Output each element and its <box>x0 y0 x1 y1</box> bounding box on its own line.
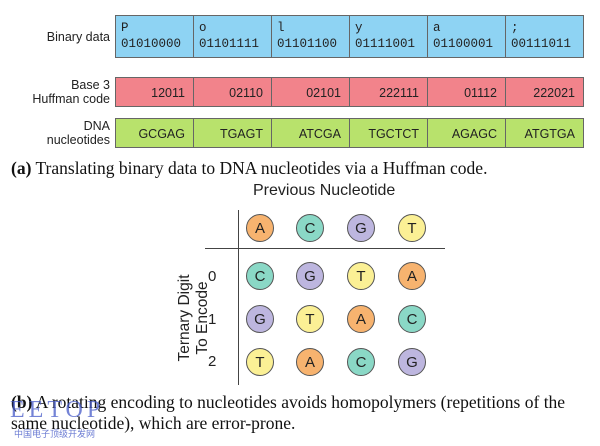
header-nucleotide: G <box>347 214 375 242</box>
header-nucleotide: T <box>398 214 426 242</box>
binary-char: l <box>277 21 285 35</box>
dna-cell: AGAGC <box>428 119 506 147</box>
dna-nucleotides-strip: GCGAG TGAGT ATCGA TGCTCT AGAGC ATGTGA <box>115 118 584 148</box>
binary-cell: y 01111001 <box>350 16 428 57</box>
binary-data-label: Binary data <box>46 30 110 44</box>
table-divider-vertical <box>238 210 239 385</box>
encoded-nucleotide: C <box>347 348 375 376</box>
ternary-digit-title: Ternary Digit To Encode <box>176 238 212 398</box>
caption-b: (b) A rotating encoding to nucleotides a… <box>11 392 596 434</box>
digit-label: 0 <box>208 268 217 285</box>
binary-data-strip: P 01010000 o 01101111 l 01101100 y 01111001 … <box>115 15 584 58</box>
caption-a-text: Translating binary data to DNA nucleotid… <box>31 158 488 178</box>
binary-char: y <box>355 21 363 35</box>
encoded-nucleotide: T <box>347 262 375 290</box>
binary-bits: 01010000 <box>121 37 182 51</box>
huffman-label-line1: Base 3 <box>71 78 110 92</box>
binary-bits: 01101100 <box>277 37 338 51</box>
binary-bits: 01111001 <box>355 37 416 51</box>
encoded-nucleotide: G <box>296 262 324 290</box>
encoded-nucleotide: T <box>296 305 324 333</box>
binary-bits: 01100001 <box>433 37 494 51</box>
dna-cell: TGCTCT <box>350 119 428 147</box>
binary-char: ; <box>511 21 519 35</box>
caption-a: (a) Translating binary data to DNA nucle… <box>11 158 487 179</box>
caption-b-text: A rotating encoding to nucleotides avoid… <box>11 392 566 433</box>
ternary-title-line1: Ternary Digit <box>176 274 193 362</box>
binary-cell: a 01100001 <box>428 16 506 57</box>
dna-label-line2: nucleotides <box>46 133 110 147</box>
encoded-nucleotide: A <box>347 305 375 333</box>
huffman-code-strip: 12011 02110 02101 222111 01112 222021 <box>115 77 584 107</box>
dna-label-line1: DNA <box>83 119 110 133</box>
binary-bits: 01101111 <box>199 37 260 51</box>
huffman-code-label: Base 3 Huffman code <box>32 78 110 106</box>
dna-cell: TGAGT <box>194 119 272 147</box>
huffman-cell: 01112 <box>428 78 506 106</box>
caption-a-label: (a) <box>11 158 32 178</box>
binary-cell: ; 00111011 <box>506 16 583 57</box>
huffman-label-line2: Huffman code <box>32 92 110 106</box>
dna-nucleotides-label: DNA nucleotides <box>47 119 110 147</box>
table-divider-horizontal <box>205 248 445 249</box>
encoded-nucleotide: C <box>398 305 426 333</box>
binary-char: P <box>121 21 129 35</box>
encoded-nucleotide: G <box>398 348 426 376</box>
header-nucleotide: C <box>296 214 324 242</box>
huffman-cell: 222021 <box>533 86 575 100</box>
huffman-cell: 02101 <box>272 78 350 106</box>
binary-bits: 00111011 <box>511 37 572 51</box>
header-nucleotide: A <box>246 214 274 242</box>
digit-label: 1 <box>208 311 217 328</box>
binary-cell: P 01010000 <box>116 16 194 57</box>
encoded-nucleotide: T <box>246 348 274 376</box>
binary-char: o <box>199 21 207 35</box>
dna-cell: ATGTGA <box>524 127 575 141</box>
encoded-nucleotide: A <box>398 262 426 290</box>
dna-cell: GCGAG <box>116 119 194 147</box>
dna-cell: ATCGA <box>272 119 350 147</box>
watermark-logo: EETOP <box>10 397 105 423</box>
encoded-nucleotide: C <box>246 262 274 290</box>
huffman-cell: 02110 <box>194 78 272 106</box>
caption-b-label: (b) <box>11 392 33 412</box>
huffman-cell: 222111 <box>350 78 428 106</box>
huffman-cell: 12011 <box>116 78 194 106</box>
previous-nucleotide-title: Previous Nucleotide <box>253 182 396 199</box>
binary-char: a <box>433 21 441 35</box>
encoded-nucleotide: A <box>296 348 324 376</box>
digit-label: 2 <box>208 353 217 370</box>
watermark-subtitle: 中国电子顶级开发网 <box>14 429 96 439</box>
encoded-nucleotide: G <box>246 305 274 333</box>
binary-cell: l 01101100 <box>272 16 350 57</box>
binary-cell: o 01101111 <box>194 16 272 57</box>
